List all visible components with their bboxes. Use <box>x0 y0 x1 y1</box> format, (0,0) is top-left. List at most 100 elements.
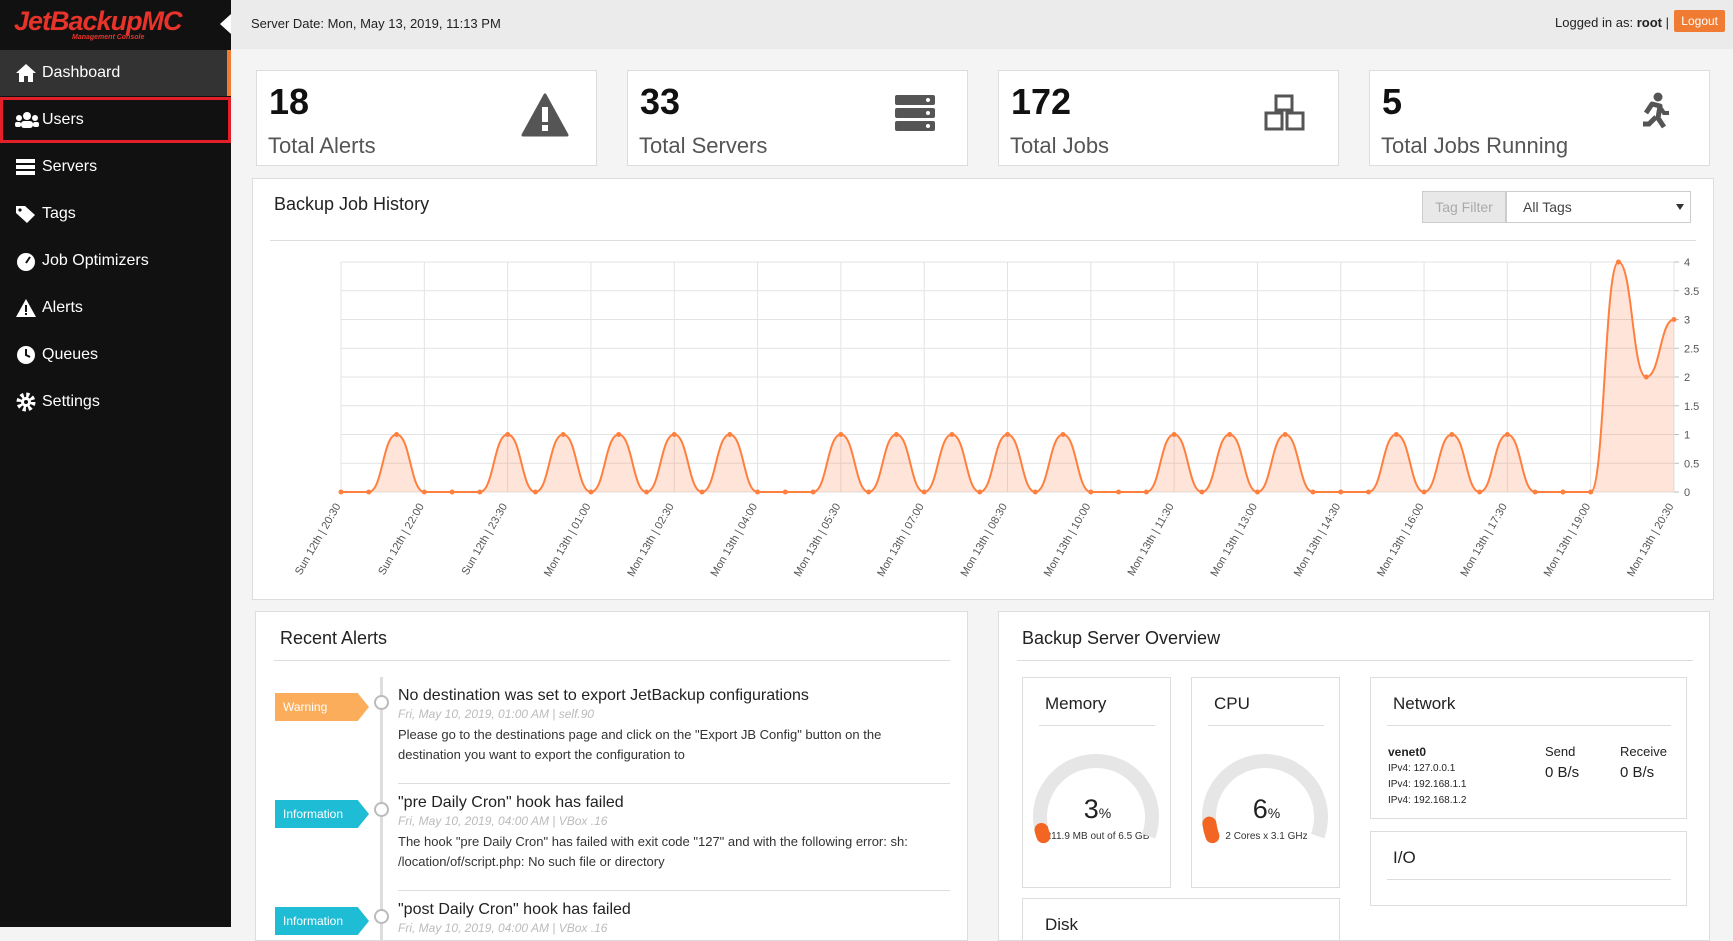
gauge-number: 3 <box>1083 794 1099 824</box>
menu-item[interactable]: Tags <box>0 191 231 237</box>
network-box: Network venet0 IPv4: 127.0.0.1 IPv4: 192… <box>1370 677 1687 819</box>
box-title: Network <box>1393 694 1456 713</box>
y-tick-label: 1.5 <box>1684 401 1699 413</box>
logo[interactable]: JetBackupMC <box>14 6 183 36</box>
alert-body: /location/of/script.php: No such file or… <box>398 854 665 869</box>
divider <box>1017 660 1693 661</box>
divider <box>274 660 950 661</box>
point <box>1282 432 1288 437</box>
menu-label: Alerts <box>42 299 83 316</box>
line <box>340 260 1675 494</box>
ip: IPv4: 192.168.1.2 <box>1388 795 1467 806</box>
alert-body: destination you want to export the confi… <box>398 747 685 762</box>
alert-badge: Information <box>275 800 369 828</box>
gauge-track <box>1202 754 1328 839</box>
menu-label: Tags <box>42 205 76 222</box>
point <box>394 432 400 437</box>
menu-label: Users <box>42 111 84 128</box>
point <box>1421 489 1427 495</box>
menu-item[interactable]: Job Optimizers <box>0 238 231 284</box>
alerts-panel: Recent Alerts Warning No destination was … <box>255 611 968 941</box>
menu-label: Settings <box>42 393 100 410</box>
stat-label: Total Jobs <box>1010 133 1110 158</box>
stat-label: Total Alerts <box>268 133 376 158</box>
point <box>1393 432 1399 437</box>
timeline-dot <box>374 802 389 817</box>
point <box>588 489 594 495</box>
alert-title: "post Daily Cron" hook has failed <box>398 901 631 918</box>
point <box>755 489 761 495</box>
gauge-fill <box>1034 822 1051 844</box>
divider <box>398 783 950 784</box>
stat-value: 5 <box>1382 81 1403 122</box>
point <box>560 432 566 437</box>
tag-select-value: All Tags <box>1523 199 1572 215</box>
gauge-unit: % <box>1267 805 1281 821</box>
box-title: CPU <box>1214 694 1250 713</box>
stat-value: 172 <box>1011 81 1072 122</box>
menu-item[interactable]: Alerts <box>0 285 231 331</box>
point <box>1477 489 1483 495</box>
panel-title: Recent Alerts <box>280 628 388 648</box>
point <box>1671 317 1677 322</box>
disk-box: Disk <box>1022 898 1340 940</box>
point <box>1643 374 1649 380</box>
send-label: Send <box>1545 744 1576 759</box>
point <box>532 489 538 495</box>
menu-label: Dashboard <box>42 64 121 81</box>
alert-meta: Fri, May 10, 2019, 04:00 AM | VBox .16 <box>398 921 608 935</box>
point <box>1254 489 1260 495</box>
divider <box>1039 725 1155 726</box>
timeline-dot <box>374 909 389 924</box>
x-tick-label: Mon 13th | 11:30 <box>1126 502 1177 579</box>
x-tick-label: Mon 13th | 16:00 <box>1375 502 1427 579</box>
point <box>782 489 788 495</box>
x-tick-label: Mon 13th | 10:00 <box>1042 502 1094 579</box>
server-date: Server Date: Mon, May 13, 2019, 11:13 PM <box>251 16 501 31</box>
stat-card: 5 Total Jobs Running <box>1369 70 1710 166</box>
point <box>1504 432 1510 437</box>
divider <box>1208 725 1324 726</box>
x-tick-label: Mon 13th | 13:00 <box>1208 502 1260 579</box>
logout-button[interactable]: Logout <box>1674 10 1725 32</box>
x-tick-label: Mon 13th | 14:30 <box>1292 502 1344 579</box>
point <box>366 489 372 495</box>
x-tick-label: Mon 13th | 08:30 <box>959 502 1011 579</box>
box-title: Disk <box>1045 915 1079 934</box>
divider <box>270 240 1696 241</box>
x-tick-label: Mon 13th | 17:30 <box>1458 502 1510 579</box>
point <box>727 432 733 437</box>
login-user: root <box>1636 15 1662 30</box>
x-tick-label: Sun 12th | 22:00 <box>376 502 427 578</box>
point <box>671 432 677 437</box>
point <box>1449 432 1455 437</box>
alert-badge: Warning <box>275 693 369 721</box>
alert-title: "pre Daily Cron" hook has failed <box>398 794 624 811</box>
menu-item[interactable]: Users <box>0 97 231 143</box>
gauge-detail: 2 Cores x 3.1 GHz <box>1225 831 1308 842</box>
tag-select[interactable]: All Tags <box>1506 191 1691 223</box>
point <box>1032 489 1038 495</box>
y-tick-label: 3.5 <box>1684 286 1699 298</box>
point <box>1310 489 1316 495</box>
send-value: 0 B/s <box>1545 764 1580 781</box>
point <box>1143 489 1149 495</box>
separator: | <box>1665 15 1669 30</box>
receive-label: Receive <box>1620 744 1667 759</box>
x-tick-label: Mon 13th | 04:00 <box>709 502 761 579</box>
point <box>477 489 483 495</box>
menu-item[interactable]: Dashboard <box>0 50 231 96</box>
point <box>1338 489 1344 495</box>
stat-card: 172 Total Jobs <box>998 70 1339 166</box>
y-tick-label: 2 <box>1684 372 1690 384</box>
menu-item[interactable]: Queues <box>0 332 231 378</box>
x-tick-label: Mon 13th | 19:00 <box>1542 502 1594 579</box>
menu-item[interactable]: Servers <box>0 144 231 190</box>
point <box>1532 489 1538 495</box>
point <box>949 432 955 437</box>
menu-item[interactable]: Settings <box>0 379 231 425</box>
point <box>1366 489 1372 495</box>
gauge-track <box>1033 754 1159 839</box>
point <box>1060 432 1066 437</box>
